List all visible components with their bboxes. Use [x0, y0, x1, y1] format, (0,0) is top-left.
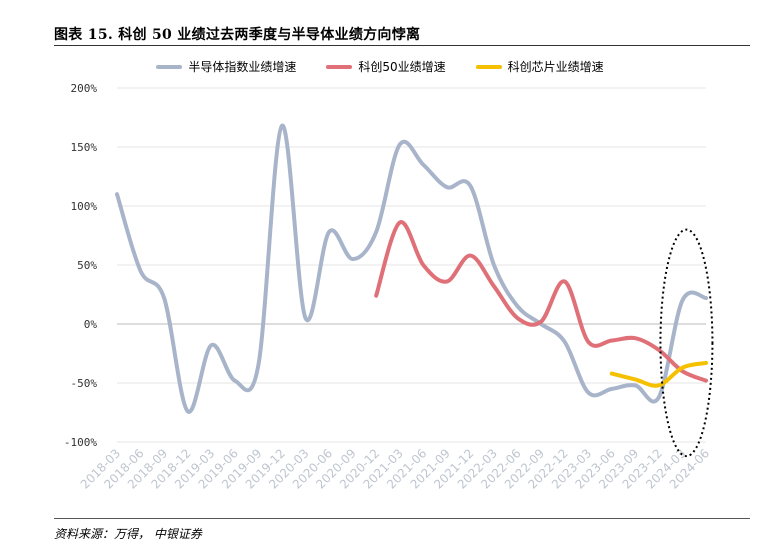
- legend-swatch-star-chip: [475, 64, 502, 69]
- source-rule: [54, 518, 750, 519]
- source-note: 资料来源：万得， 中银证券: [54, 527, 202, 541]
- y-tick-label: 200%: [71, 82, 98, 95]
- y-tick-label: 0%: [84, 318, 98, 331]
- title-rule: [54, 45, 750, 46]
- series-line-semiconductor: [115, 123, 708, 414]
- legend-label-star-chip: 科创芯片业绩增速: [507, 60, 604, 74]
- legend-item-star50: 科创50业绩增速: [326, 58, 446, 75]
- legend-item-semiconductor: 半导体指数业绩增速: [156, 58, 296, 75]
- y-tick-label: 100%: [71, 200, 98, 213]
- legend-item-star-chip: 科创芯片业绩增速: [475, 58, 604, 75]
- y-tick-label: 150%: [71, 141, 98, 154]
- y-tick-label: -100%: [64, 436, 97, 449]
- highlight-ellipse: [659, 228, 714, 458]
- y-tick-label: -50%: [71, 377, 98, 390]
- series-line-star50: [374, 220, 708, 383]
- legend-swatch-star50: [326, 64, 353, 69]
- chart-legend: 半导体指数业绩增速 科创50业绩增速 科创芯片业绩增速: [0, 58, 760, 75]
- legend-label-star50: 科创50业绩增速: [358, 60, 446, 74]
- figure-title: 图表 15. 科创 50 业绩过去两季度与半导体业绩方向悖离: [54, 27, 421, 43]
- series-line-star-chip: [609, 360, 708, 388]
- legend-label-semiconductor: 半导体指数业绩增速: [188, 60, 297, 74]
- legend-swatch-semiconductor: [156, 64, 183, 69]
- y-tick-label: 50%: [77, 259, 97, 272]
